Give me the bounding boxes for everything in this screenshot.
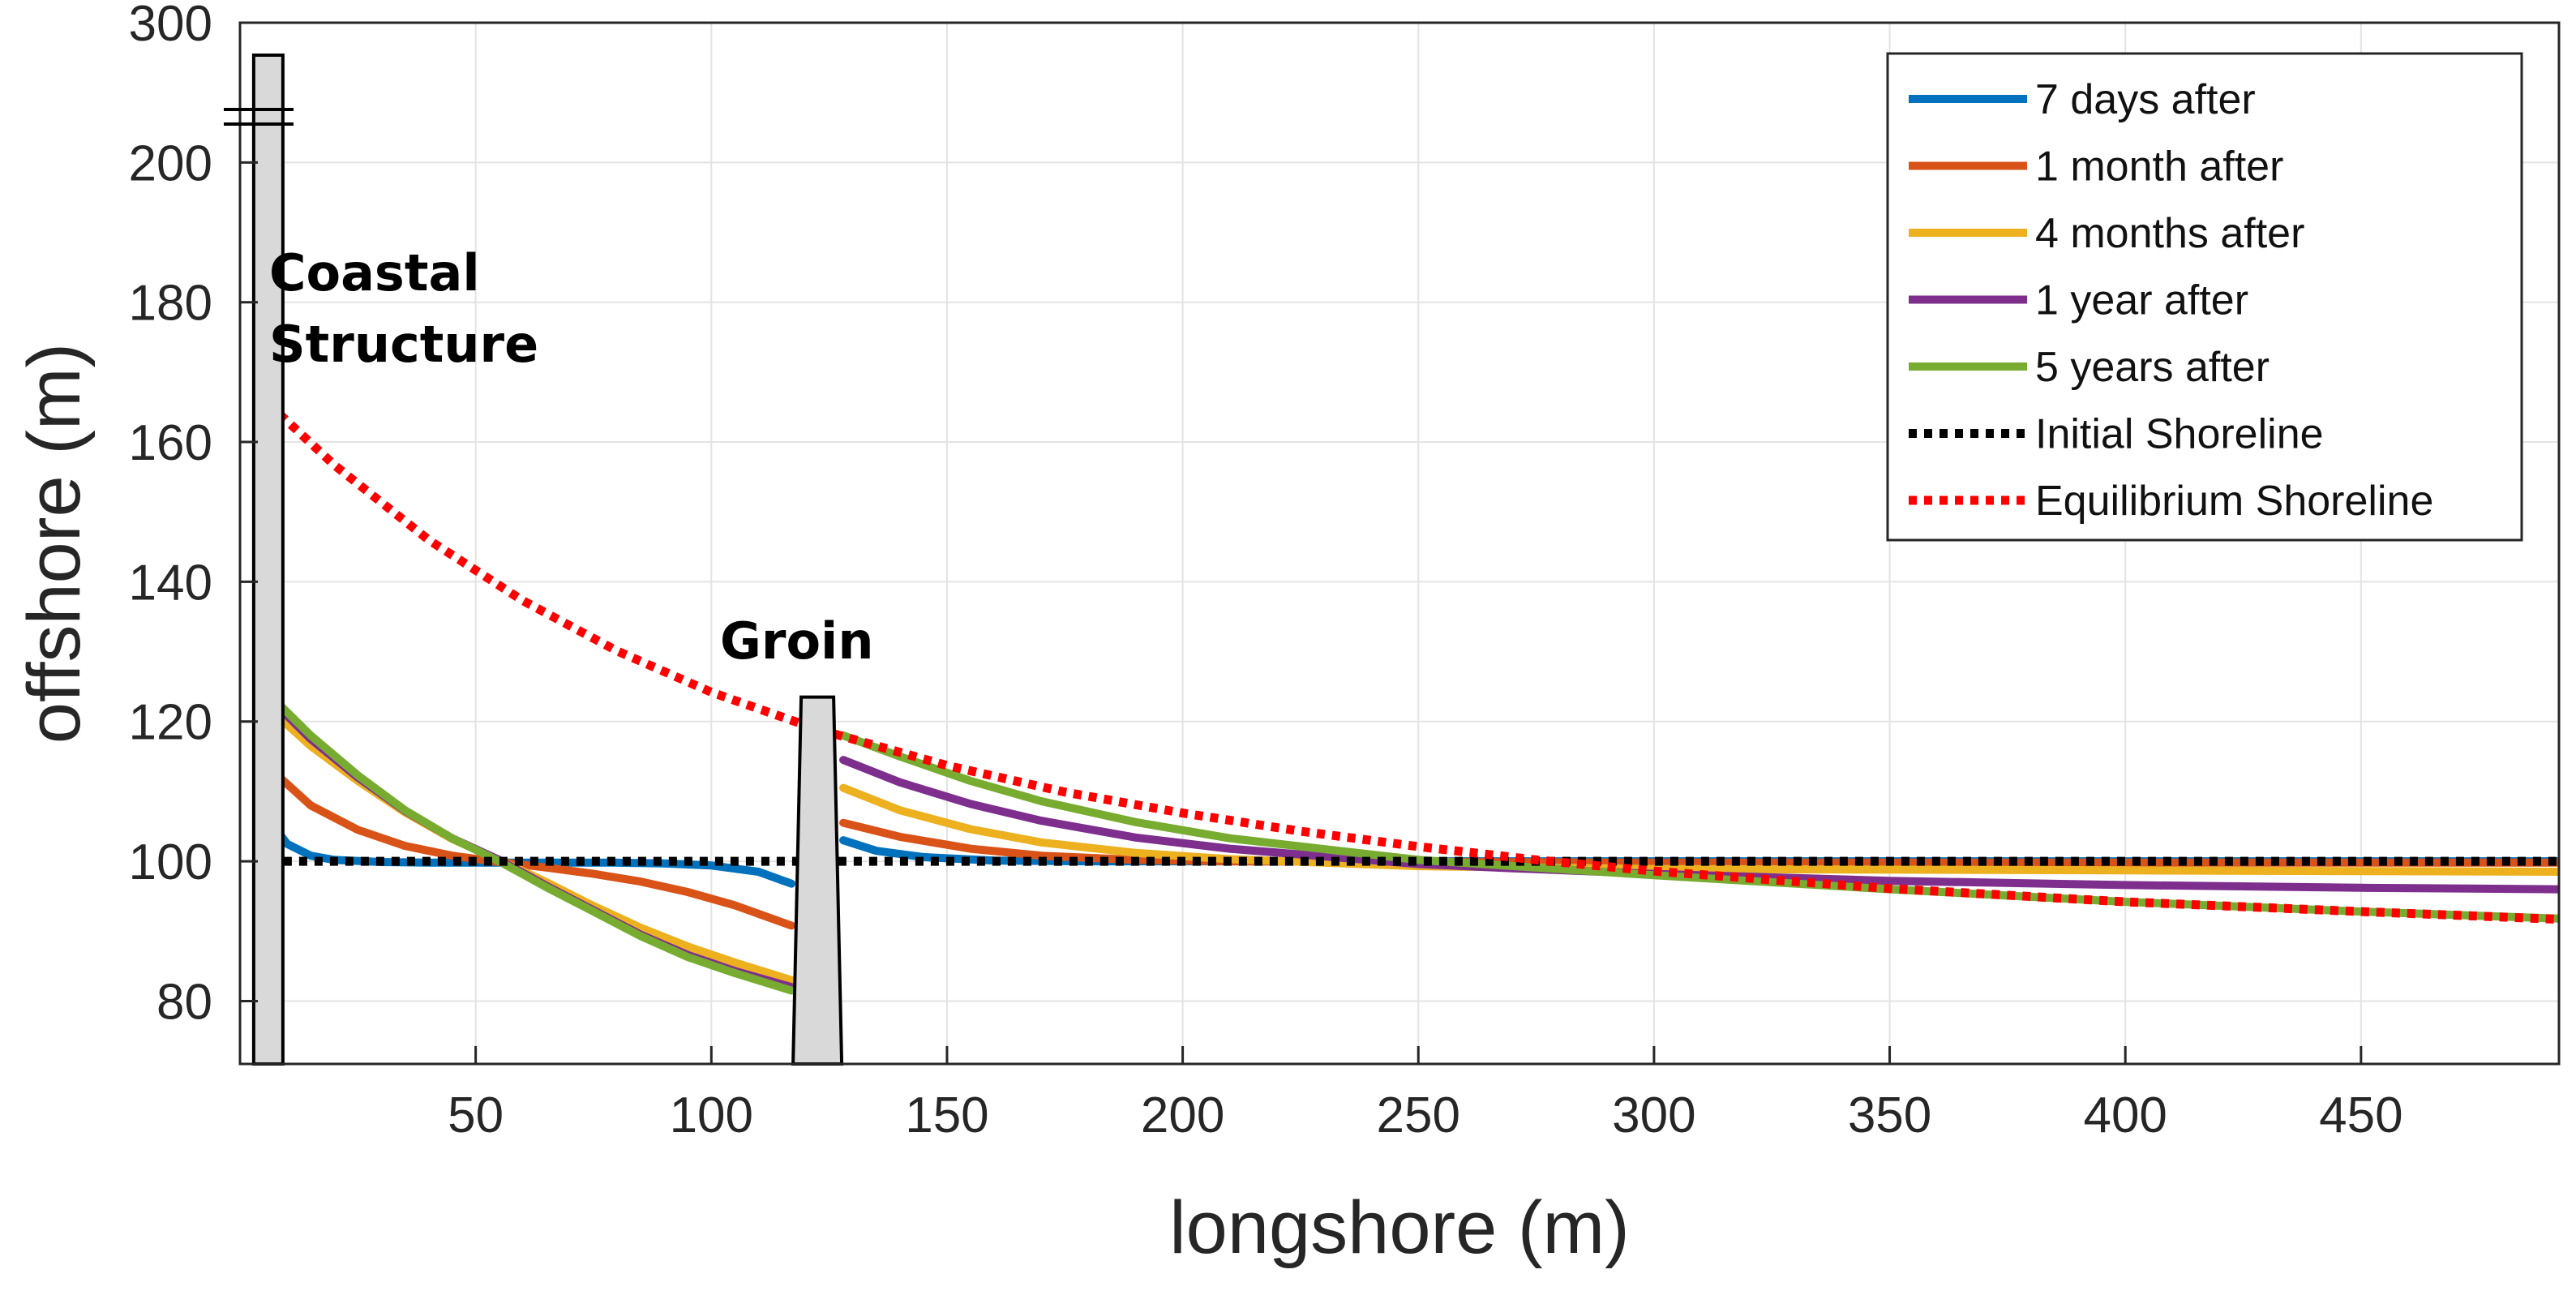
x-tick-label: 300 [1612, 1087, 1695, 1143]
series-line-1-year-after [839, 756, 2559, 894]
series-line-equilibrium-shoreline [265, 400, 2559, 924]
coastal-structure [251, 54, 285, 1066]
coastal-structure-label-line2: Structure [269, 315, 538, 374]
x-tick-label: 150 [905, 1087, 988, 1143]
x-tick-label: 250 [1377, 1087, 1460, 1143]
x-tick-label: 450 [2319, 1087, 2402, 1143]
y-tick-label: 160 [129, 415, 212, 471]
y-tick-label: 180 [129, 276, 212, 332]
x-tick-label: 350 [1848, 1087, 1931, 1143]
x-tick-label: 200 [1141, 1087, 1224, 1143]
series-line-5-years-after [264, 689, 796, 995]
series-group [264, 400, 2559, 995]
y-tick-label: 80 [156, 974, 212, 1030]
x-tick-label: 400 [2083, 1087, 2167, 1143]
legend-label-equilibrium-shoreline: Equilibrium Shoreline [2035, 478, 2433, 525]
legend-label-4-months-after: 4 months after [2035, 210, 2304, 257]
coastal-structure-label-line1: Coastal [269, 243, 480, 302]
y-tick-label: 120 [129, 695, 212, 751]
x-tick-label: 100 [670, 1087, 753, 1143]
legend: 7 days after 1 month after 4 months after 1… [1886, 52, 2523, 542]
y-axis-label: offshore (m) [13, 343, 96, 744]
x-tick-label: 50 [448, 1087, 504, 1143]
structures-group [251, 54, 844, 1066]
y-tick-label: 200 [129, 135, 212, 191]
axis-break-marker [224, 108, 294, 126]
legend-label-1-month-after: 1 month after [2035, 144, 2283, 191]
groin-label: Groin [720, 611, 873, 671]
legend-label-1-year-after: 1 year after [2035, 277, 2248, 324]
x-axis-ticks: 50 100 150 200 250 300 350 400 450 [448, 1046, 2403, 1143]
legend-label-initial-shoreline: Initial Shoreline [2035, 411, 2324, 458]
legend-label-5-years-after: 5 years after [2035, 344, 2270, 391]
y-tick-label: 140 [129, 555, 212, 611]
y-tick-label: 100 [129, 834, 212, 890]
legend-label-7-days-after: 7 days after [2035, 76, 2256, 123]
series-line-4-months-after [839, 783, 2559, 876]
groin-structure [791, 695, 844, 1066]
plot-frame [238, 21, 2561, 1066]
y-axis-ticks: 80 100 120 140 160 180 200 300 [129, 0, 258, 1030]
x-axis-label: longshore (m) [1169, 1186, 1630, 1269]
y-tick-label: 300 [129, 0, 212, 52]
